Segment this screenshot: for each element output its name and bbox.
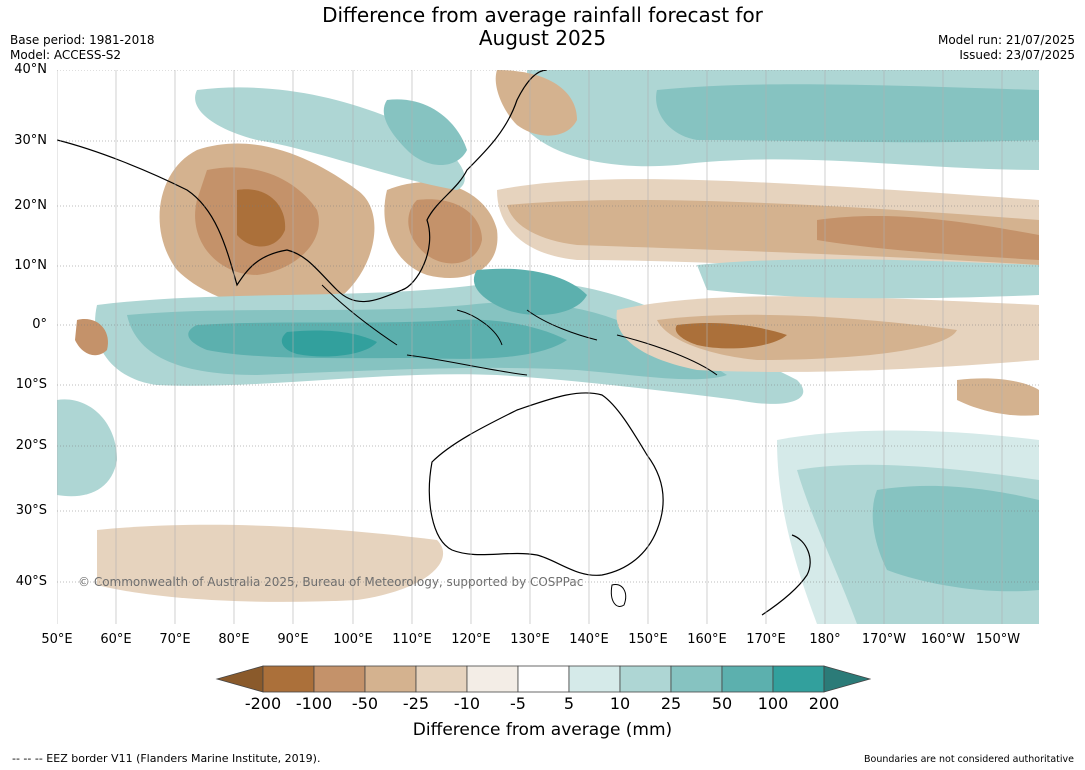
colorbar-cell (517, 665, 570, 693)
colorbar-cell (364, 665, 417, 693)
issued-date: Issued: 23/07/2025 (959, 48, 1075, 62)
lon-label: 120°E (451, 632, 491, 647)
lon-label: 90°E (277, 632, 309, 647)
lon-label: 130°E (510, 632, 550, 647)
colorbar-cell (466, 665, 519, 693)
rainfall-map (57, 70, 1039, 624)
lat-label: 30°S (15, 503, 47, 518)
meta-left: Base period: 1981-2018 Model: ACCESS-S2 (10, 33, 155, 63)
lon-label: 100°E (333, 632, 373, 647)
indonesia-coastline (321, 284, 718, 376)
colorbar-tick: 100 (757, 694, 789, 713)
colorbar-cell (670, 665, 723, 693)
colorbar-tick: 25 (660, 694, 682, 713)
map-canvas (57, 70, 1039, 624)
lon-label: 150°E (628, 632, 668, 647)
colorbar-cell (415, 665, 468, 693)
meta-right: Model run: 21/07/2025 Issued: 23/07/2025 (938, 33, 1075, 63)
map-title: Difference from average rainfall forecas… (0, 4, 1085, 50)
lon-label: 180° (809, 632, 841, 647)
colorbar-cell (721, 665, 774, 693)
lon-label: 160°W (920, 632, 966, 647)
lat-label: 10°N (14, 258, 47, 273)
lon-label: 80°E (218, 632, 250, 647)
colorbar-tick: 5 (563, 694, 575, 713)
model-run: Model run: 21/07/2025 (937, 33, 1075, 47)
colorbar-cell (262, 665, 315, 693)
meridian-lines (57, 70, 1003, 624)
base-period: Base period: 1981-2018 (10, 33, 155, 47)
colorbar-title: Difference from average (mm) (412, 720, 673, 740)
lon-label: 170°E (746, 632, 786, 647)
colorbar-extend-high (823, 665, 871, 693)
lat-label: 10°S (15, 377, 47, 392)
title-line-1: Difference from average rainfall forecas… (322, 3, 763, 27)
colorbar (215, 665, 871, 693)
title-line-2: August 2025 (478, 26, 607, 50)
lat-label: 30°N (14, 133, 47, 148)
anomaly-fields (57, 70, 1039, 624)
lat-label: 40°S (15, 574, 47, 589)
asia-coastline (57, 70, 548, 303)
colorbar-extend-low (215, 665, 264, 693)
colorbar-tick: 10 (609, 694, 631, 713)
colorbar-tick: -200 (244, 694, 282, 713)
colorbar-tick: -100 (295, 694, 333, 713)
lon-label: 160°E (687, 632, 727, 647)
lat-label: 40°N (14, 62, 47, 77)
colorbar-tick: -25 (402, 694, 430, 713)
lon-label: 60°E (100, 632, 132, 647)
colorbar-cell (313, 665, 366, 693)
lon-label: 170°W (861, 632, 907, 647)
colorbar-tick: 50 (711, 694, 733, 713)
colorbar-cell (772, 665, 825, 693)
lon-label: 70°E (159, 632, 191, 647)
colorbar-tick: -5 (510, 694, 526, 713)
copyright-note: © Commonwealth of Australia 2025, Bureau… (78, 575, 584, 589)
australia-coastline (428, 392, 664, 576)
new-zealand-coastline (761, 534, 811, 616)
colorbar-cell (568, 665, 621, 693)
colorbar-tick: -10 (453, 694, 481, 713)
lon-label: 140°E (569, 632, 609, 647)
lat-label: 20°N (14, 198, 47, 213)
colorbar-tick: 200 (808, 694, 840, 713)
lon-label: 150°W (975, 632, 1021, 647)
colorbar-cell (619, 665, 672, 693)
lat-label: 20°S (15, 438, 47, 453)
boundaries-disclaimer: Boundaries are not considered authoritat… (864, 754, 1074, 765)
colorbar-tick: -50 (351, 694, 379, 713)
lon-label: 110°E (392, 632, 432, 647)
tasmania-coastline (610, 583, 627, 607)
eez-border-note: -- -- -- EEZ border V11 (Flanders Marine… (12, 752, 321, 765)
lon-label: 50°E (41, 632, 73, 647)
model-name: Model: ACCESS-S2 (10, 48, 122, 62)
lat-label: 0° (32, 317, 47, 332)
